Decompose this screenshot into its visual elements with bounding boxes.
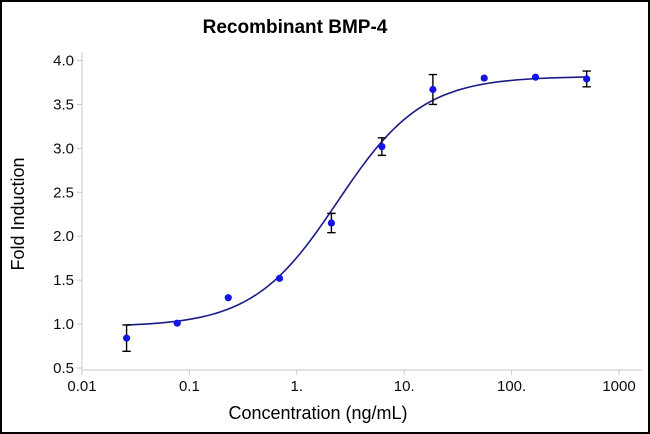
- data-point: [173, 319, 181, 327]
- data-point: [480, 74, 488, 82]
- x-tick-label: 0.1: [179, 378, 200, 395]
- y-tick-label: 2.0: [53, 228, 74, 245]
- y-tick-label: 4.0: [53, 53, 74, 70]
- data-point: [429, 85, 437, 94]
- x-tick-label: 1.: [291, 378, 304, 395]
- chart-title: Recombinant BMP-4: [203, 17, 388, 38]
- x-tick-label: 0.01: [67, 378, 96, 395]
- y-tick-label: 0.5: [53, 360, 74, 377]
- data-point: [327, 219, 336, 227]
- x-axis-label: Concentration (ng/mL): [228, 403, 407, 423]
- y-tick-label: 1.0: [53, 316, 74, 333]
- data-point: [224, 294, 232, 302]
- x-tick-label: 10.: [394, 378, 415, 395]
- data-point: [122, 334, 131, 342]
- axes: 0.01 0.1 1. 10. 100. 1000 0.5 1.0 1.5 2.0 2.5 3.0 3.…: [53, 52, 642, 395]
- y-tick-label: 3.5: [53, 96, 74, 113]
- x-tick-label: 100.: [497, 378, 526, 395]
- y-tick-label: 2.5: [53, 184, 74, 201]
- x-tick-label: 1000: [602, 378, 635, 395]
- y-axis-label: Fold Induction: [8, 157, 28, 270]
- y-tick-label: 3.0: [53, 140, 74, 157]
- plot-series: [122, 70, 591, 353]
- data-point: [275, 274, 284, 282]
- data-point: [531, 73, 540, 81]
- fit-curve: [126, 76, 587, 326]
- data-point: [583, 75, 591, 83]
- y-tick-label: 1.5: [53, 272, 74, 289]
- data-point: [378, 143, 386, 151]
